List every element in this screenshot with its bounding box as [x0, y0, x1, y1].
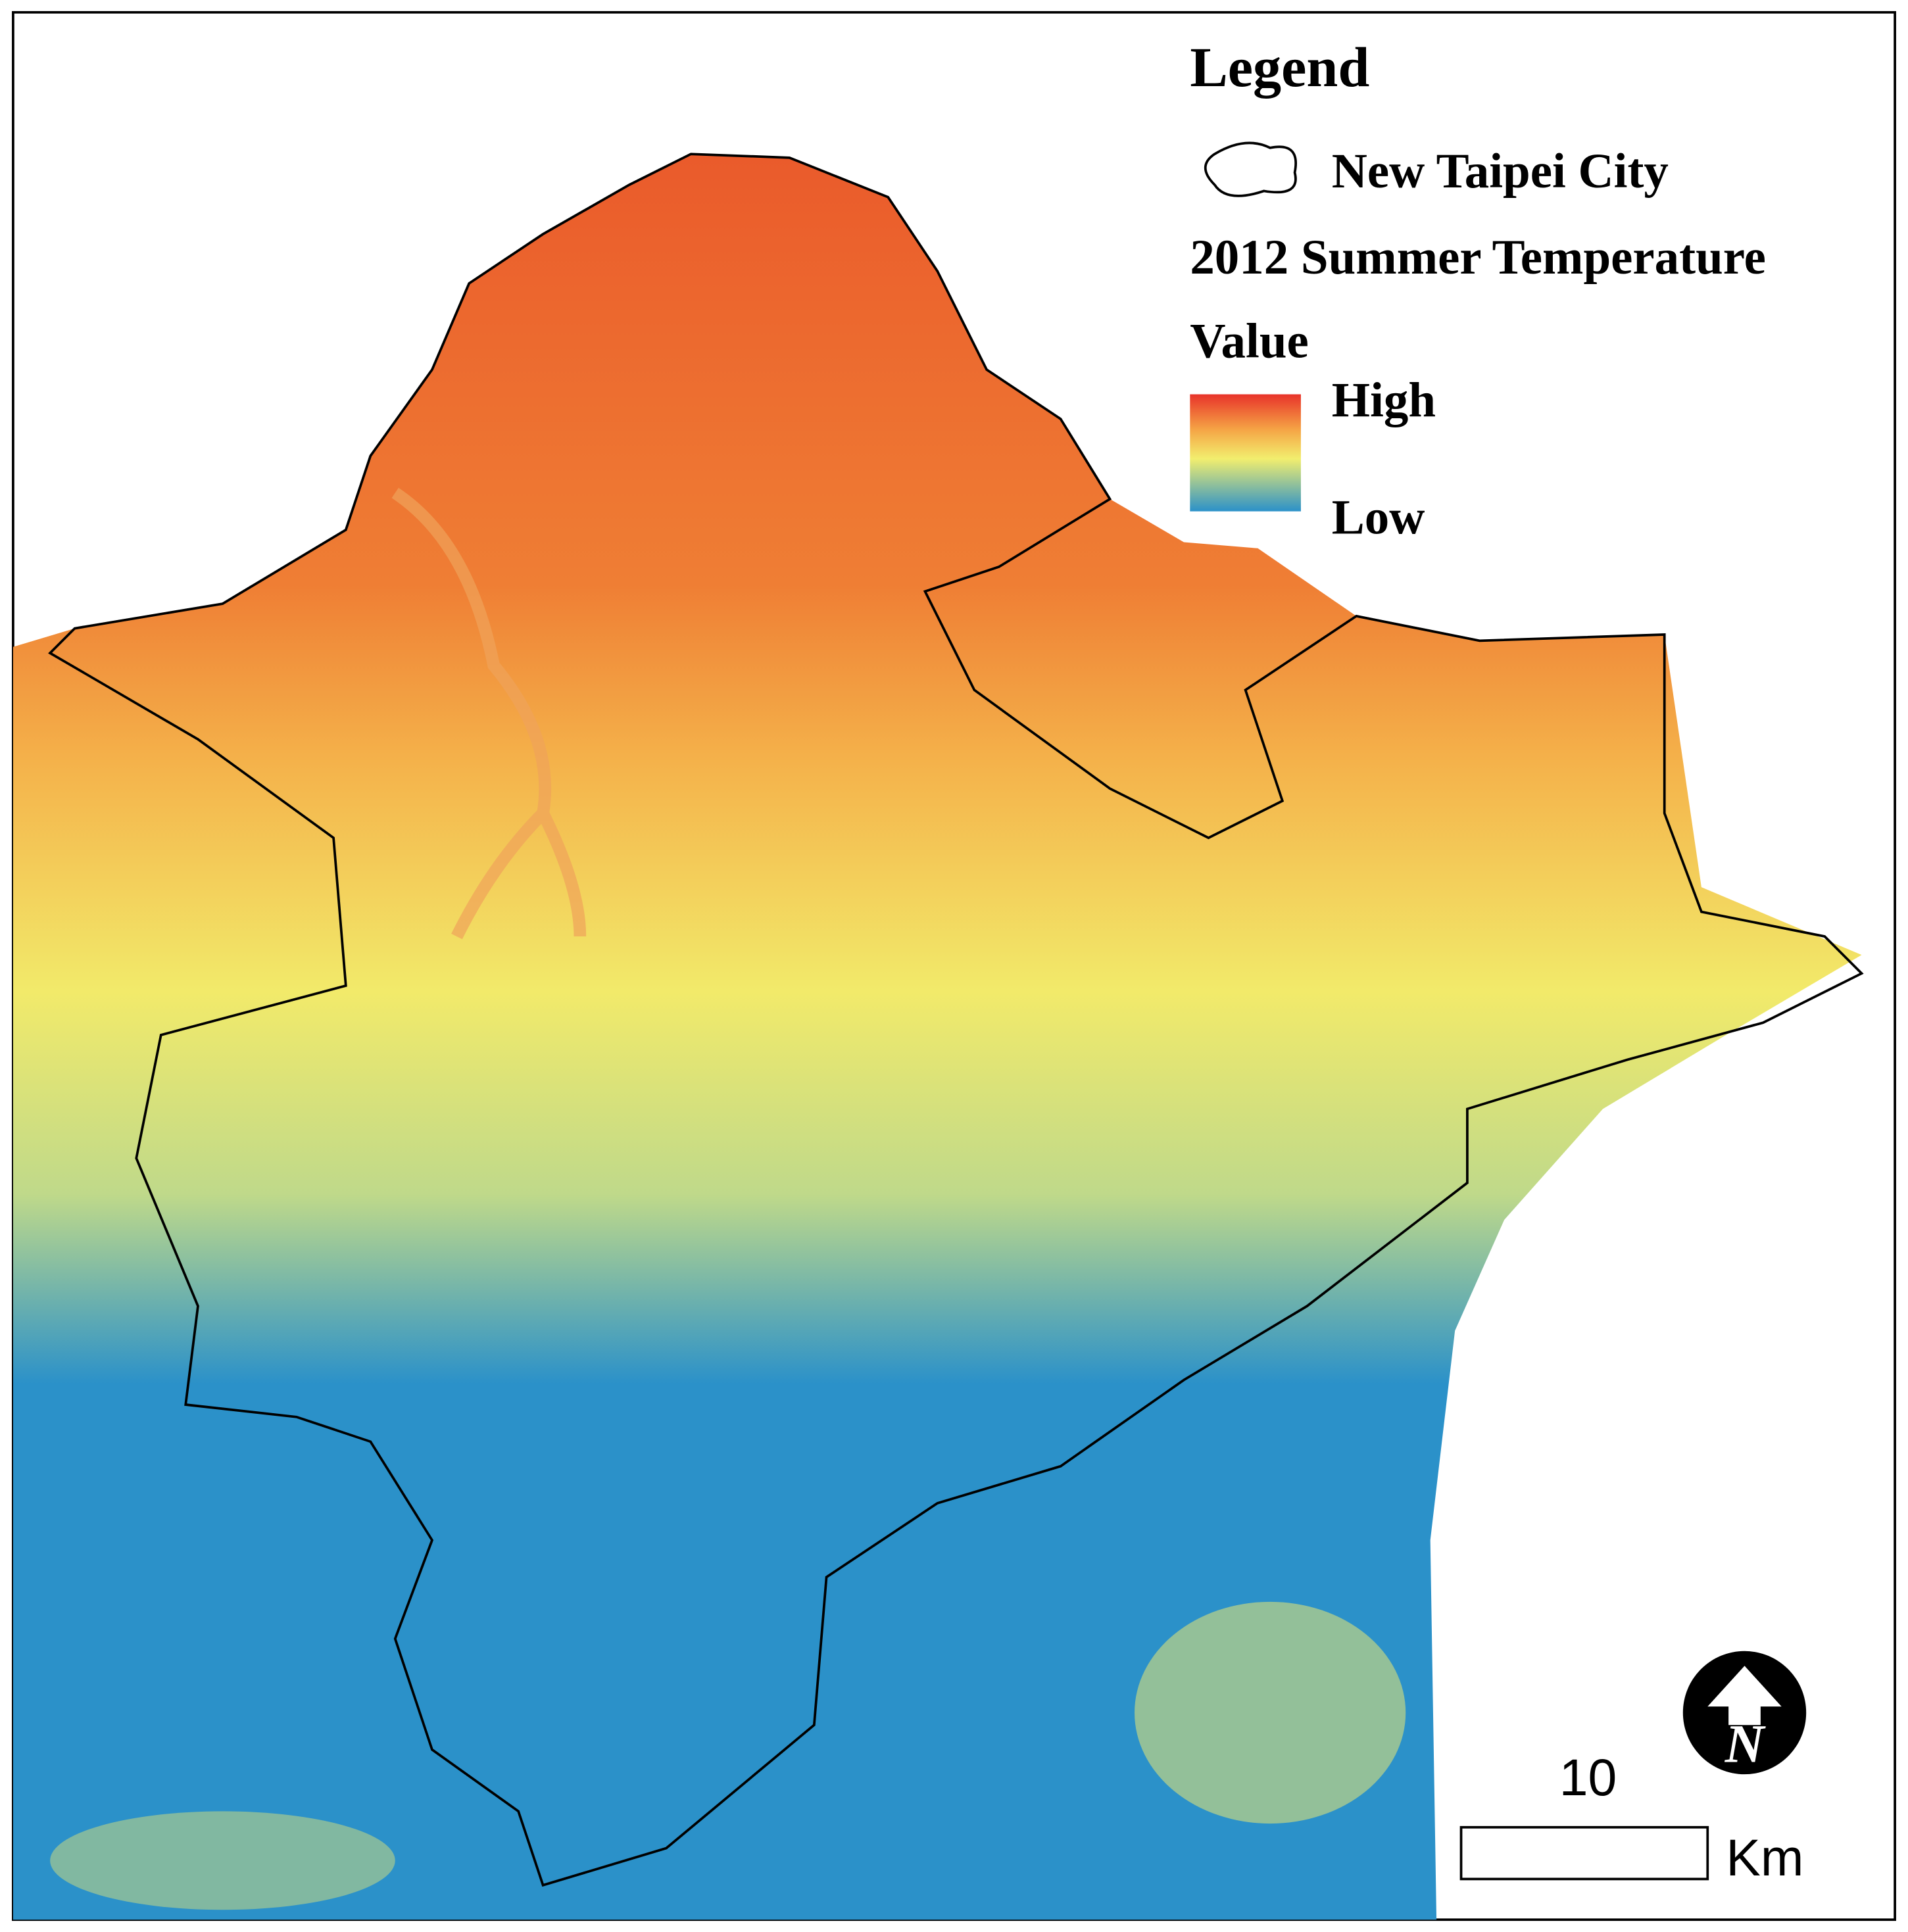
warm-patch [50, 1811, 395, 1910]
boundary-label: New Taipei City [1332, 144, 1669, 199]
boundary-symbol [1204, 141, 1297, 197]
scale-bar [1459, 1825, 1709, 1881]
city-boundary [48, 153, 1864, 1887]
ramp-low: Low [1332, 490, 1425, 544]
river [391, 487, 587, 940]
legend-title: Legend [1190, 36, 1369, 99]
scale-unit: Km [1726, 1829, 1803, 1887]
warm-patch [1135, 1601, 1406, 1824]
color-ramp [1190, 394, 1301, 512]
scale-distance: 10 [1559, 1749, 1617, 1806]
field-label: Value [1190, 314, 1308, 368]
ramp-high: High [1332, 373, 1436, 427]
layer-title: 2012 Summer Temperature [1190, 230, 1766, 285]
north-arrow-head [1707, 1666, 1782, 1726]
north-arrow-letter: N [1725, 1714, 1766, 1774]
